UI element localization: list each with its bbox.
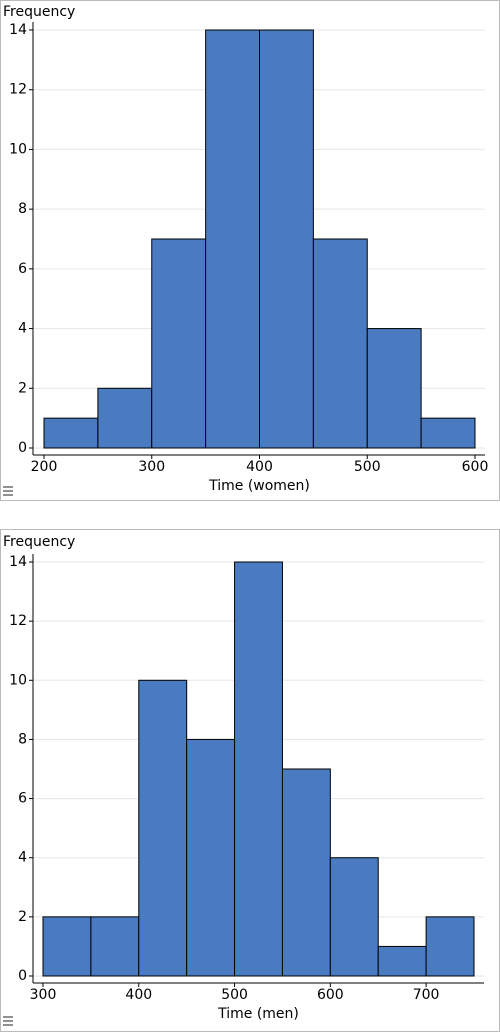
y-tick-label: 0 <box>18 440 27 456</box>
bar <box>281 768 331 977</box>
bar <box>90 916 140 977</box>
y-axis-label: Frequency <box>3 534 75 550</box>
y-tick-label: 6 <box>18 261 27 277</box>
x-tick-label: 300 <box>138 459 165 475</box>
y-tick-label: 10 <box>9 141 27 157</box>
y-tick-label: 0 <box>18 968 27 984</box>
y-tick-label: 2 <box>18 380 27 396</box>
x-tick-label: 200 <box>31 459 58 475</box>
bar <box>138 679 188 977</box>
x-axis-label: Time (women) <box>208 478 310 494</box>
y-tick-label: 4 <box>18 850 27 866</box>
bar <box>42 916 92 977</box>
y-axis-label: Frequency <box>3 4 75 20</box>
bar <box>377 945 427 977</box>
bar <box>43 417 99 449</box>
y-tick-label: 10 <box>9 672 27 688</box>
bar <box>234 561 283 977</box>
bar <box>329 857 379 977</box>
bar <box>366 328 422 449</box>
y-tick-label: 6 <box>18 791 27 807</box>
y-tick-label: 12 <box>9 82 27 98</box>
y-tick-label: 8 <box>18 201 27 217</box>
x-tick-label: 600 <box>317 987 344 1003</box>
x-tick-label: 400 <box>125 987 152 1003</box>
bar <box>420 417 476 449</box>
y-tick-label: 4 <box>18 321 27 337</box>
bar <box>425 916 475 977</box>
y-tick-label: 14 <box>9 22 27 38</box>
y-tick-label: 2 <box>18 909 27 925</box>
x-axis-label: Time (men) <box>217 1006 299 1022</box>
bar <box>151 238 207 449</box>
menu-icon[interactable] <box>3 1016 13 1026</box>
y-tick-label: 8 <box>18 731 27 747</box>
bar <box>312 238 368 449</box>
menu-icon[interactable] <box>3 486 13 496</box>
x-tick-label: 400 <box>246 459 273 475</box>
bar <box>186 738 236 977</box>
bar <box>259 29 314 449</box>
y-tick-label: 14 <box>9 554 27 570</box>
bar <box>97 387 153 449</box>
x-tick-label: 500 <box>354 459 381 475</box>
bar <box>205 29 260 449</box>
x-tick-label: 500 <box>221 987 248 1003</box>
x-tick-label: 300 <box>30 987 57 1003</box>
x-tick-label: 600 <box>462 459 489 475</box>
y-tick-label: 12 <box>9 613 27 629</box>
x-tick-label: 700 <box>413 987 440 1003</box>
